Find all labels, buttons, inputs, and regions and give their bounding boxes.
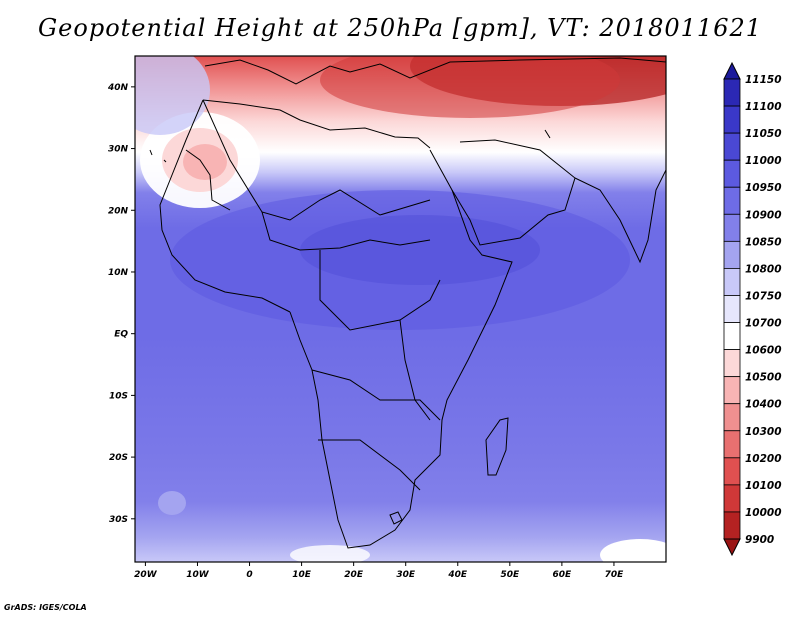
colorbar-swatch <box>723 240 741 269</box>
colorbar-swatch <box>723 213 741 242</box>
colorbar-label: 10000 <box>745 507 782 519</box>
lon-tick-label: 20W <box>134 570 158 580</box>
colorbar-label: 11100 <box>745 101 782 113</box>
map-title: Geopotential Height at 250hPa [gpm], VT:… <box>38 14 762 42</box>
colorbar-label: 9900 <box>745 534 774 546</box>
lon-tick-label: 60E <box>553 570 573 580</box>
colorbar-swatch <box>723 484 741 513</box>
lon-tick-label: 10E <box>292 570 312 580</box>
lon-tick-label: 10W <box>186 570 210 580</box>
colorbar-label: 10850 <box>745 236 782 248</box>
colorbar-label: 10200 <box>745 453 782 465</box>
colorbar-label: 10800 <box>745 263 782 275</box>
lat-tick-label: 30S <box>109 515 128 525</box>
colorbar-label: 10400 <box>745 399 782 411</box>
colorbar-swatch <box>723 268 741 296</box>
colorbar-swatch <box>723 322 741 350</box>
colorbar-swatch <box>723 349 741 378</box>
height-field <box>135 56 666 562</box>
lon-tick-label: 70E <box>605 570 625 580</box>
colorbar-label: 10900 <box>745 209 782 221</box>
colorbar-swatch <box>723 295 741 323</box>
colorbar-swatch <box>723 376 741 405</box>
lat-tick-label: 30N <box>108 145 129 155</box>
colorbar-label: 10300 <box>745 426 782 438</box>
colorbar-bottom-arrow <box>723 538 741 557</box>
lat-tick-label: 10S <box>109 391 128 401</box>
lat-tick-label: 20S <box>109 453 128 463</box>
colorbar-label: 10500 <box>745 372 782 384</box>
latitude-ticks: 40N 30N 20N 10N EQ 10S 20S 30S <box>107 83 135 525</box>
colorbar-swatch <box>723 511 741 540</box>
colorbar-swatch <box>723 159 741 188</box>
lat-tick-label: 10N <box>108 268 129 278</box>
colorbar-label: 10100 <box>745 480 782 492</box>
colorbar-swatch <box>723 403 741 432</box>
lat-tick-label: 20N <box>108 206 129 216</box>
longitude-ticks: 20W 10W 0 10E 20E 30E 40E 50E 60E 70E <box>134 562 624 580</box>
grads-credit: GrADS: IGES/COLA <box>4 603 87 612</box>
colorbar-top-arrow <box>723 61 741 80</box>
colorbar-label: 11150 <box>745 74 782 86</box>
colorbar-swatch <box>723 132 741 161</box>
lon-tick-label: 40E <box>447 570 468 580</box>
colorbar-swatch <box>723 457 741 486</box>
colorbar: 11150 11100 11050 11000 10950 10900 10850 10800… <box>723 61 782 557</box>
coastlines <box>149 57 666 549</box>
colorbar-swatch <box>723 430 741 459</box>
colorbar-swatch <box>723 78 741 107</box>
colorbar-label: 11000 <box>745 155 782 167</box>
colorbar-swatch <box>723 105 741 134</box>
map-frame <box>134 55 667 563</box>
lon-tick-label: 30E <box>396 570 416 580</box>
colorbar-label: 11050 <box>745 128 782 140</box>
lon-tick-label: 50E <box>500 570 520 580</box>
lat-tick-label: 40N <box>107 83 129 93</box>
colorbar-label: 10700 <box>745 318 782 330</box>
lat-tick-label: EQ <box>114 330 128 340</box>
lon-tick-label: 0 <box>246 570 252 580</box>
colorbar-swatch <box>723 186 741 215</box>
colorbar-label: 10950 <box>745 182 782 194</box>
colorbar-label: 10600 <box>745 345 782 357</box>
colorbar-label: 10750 <box>745 290 782 302</box>
lon-tick-label: 20E <box>344 570 364 580</box>
